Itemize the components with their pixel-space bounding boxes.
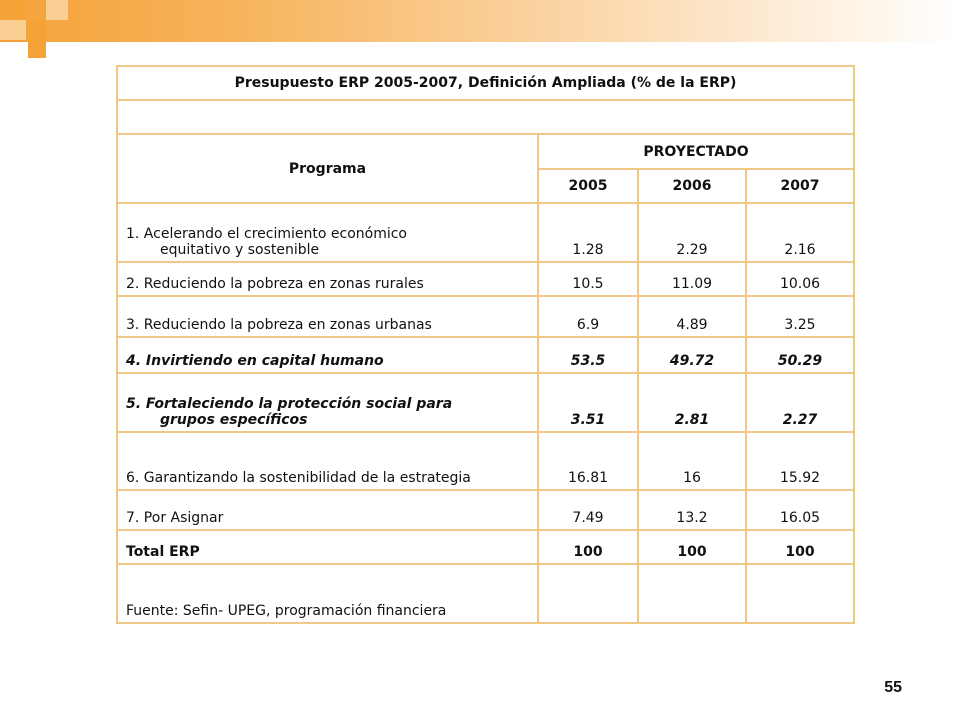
total-value: 100 (637, 529, 747, 565)
value-cell: 11.09 (637, 261, 747, 297)
source-row: Fuente: Sefin- UPEG, programación financ… (116, 563, 856, 624)
program-header: Programa (116, 133, 539, 204)
value-cell: 53.5 (537, 336, 639, 374)
total-value: 100 (744, 529, 856, 565)
row-label: 5. Fortaleciendo la protección social pa… (116, 372, 539, 433)
row-label: 7. Por Asignar (116, 489, 539, 531)
empty-cell (637, 563, 747, 624)
table-row: 7. Por Asignar 7.49 13.2 16.05 (116, 489, 856, 531)
value-cell: 49.72 (637, 336, 747, 374)
decorative-square (28, 40, 46, 58)
table-row: 1. Acelerando el crecimiento económico e… (116, 202, 856, 263)
row-label: 3. Reduciendo la pobreza en zonas urbana… (116, 295, 539, 338)
value-cell: 10.06 (744, 261, 856, 297)
value-cell: 6.9 (537, 295, 639, 338)
decorative-square (26, 20, 46, 40)
erp-budget-table: Presupuesto ERP 2005-2007, Definición Am… (115, 65, 856, 624)
value-cell: 2.29 (637, 202, 747, 263)
value-cell: 2.27 (744, 372, 856, 433)
value-cell: 2.81 (637, 372, 747, 433)
row-label: 1. Acelerando el crecimiento económico e… (116, 202, 539, 263)
row-label: 4. Invirtiendo en capital humano (116, 336, 539, 374)
table-title: Presupuesto ERP 2005-2007, Definición Am… (115, 65, 856, 101)
total-row: Total ERP 100 100 100 (116, 529, 856, 565)
decorative-square (0, 0, 26, 20)
row-label-line: 1. Acelerando el crecimiento económico (126, 226, 407, 242)
decorative-square (46, 0, 68, 20)
value-cell: 16 (637, 431, 747, 491)
value-cell: 10.5 (537, 261, 639, 297)
value-cell: 2.16 (744, 202, 856, 263)
year-header: 2005 (537, 168, 639, 204)
row-label-line: equitativo y sostenible (160, 242, 320, 258)
page-number: 55 (884, 679, 902, 696)
projected-header: PROYECTADO (536, 133, 856, 170)
empty-row (115, 99, 856, 135)
table-row: 4. Invirtiendo en capital humano 53.5 49… (116, 336, 856, 374)
year-header: 2006 (637, 168, 747, 204)
value-cell: 7.49 (537, 489, 639, 531)
value-cell: 50.29 (744, 336, 856, 374)
table-row: 3. Reduciendo la pobreza en zonas urbana… (116, 295, 856, 338)
total-label: Total ERP (116, 529, 539, 565)
decorative-square (0, 20, 26, 40)
value-cell: 16.81 (537, 431, 639, 491)
table-row: 5. Fortaleciendo la protección social pa… (116, 372, 856, 433)
value-cell: 1.28 (537, 202, 639, 263)
year-header: 2007 (744, 168, 856, 204)
total-value: 100 (537, 529, 639, 565)
empty-cell (537, 563, 639, 624)
value-cell: 3.25 (744, 295, 856, 338)
row-label: 2. Reduciendo la pobreza en zonas rurale… (116, 261, 539, 297)
decorative-header-bar (0, 0, 960, 42)
value-cell: 3.51 (537, 372, 639, 433)
row-label-line: 5. Fortaleciendo la protección social pa… (126, 396, 453, 412)
table-row: 6. Garantizando la sostenibilidad de la … (116, 431, 856, 491)
table-row: 2. Reduciendo la pobreza en zonas rurale… (116, 261, 856, 297)
value-cell: 15.92 (744, 431, 856, 491)
empty-cell (744, 563, 856, 624)
value-cell: 13.2 (637, 489, 747, 531)
source-note: Fuente: Sefin- UPEG, programación financ… (116, 563, 539, 624)
value-cell: 16.05 (744, 489, 856, 531)
row-label: 6. Garantizando la sostenibilidad de la … (116, 431, 539, 491)
value-cell: 4.89 (637, 295, 747, 338)
row-label-line: grupos específicos (160, 412, 308, 428)
